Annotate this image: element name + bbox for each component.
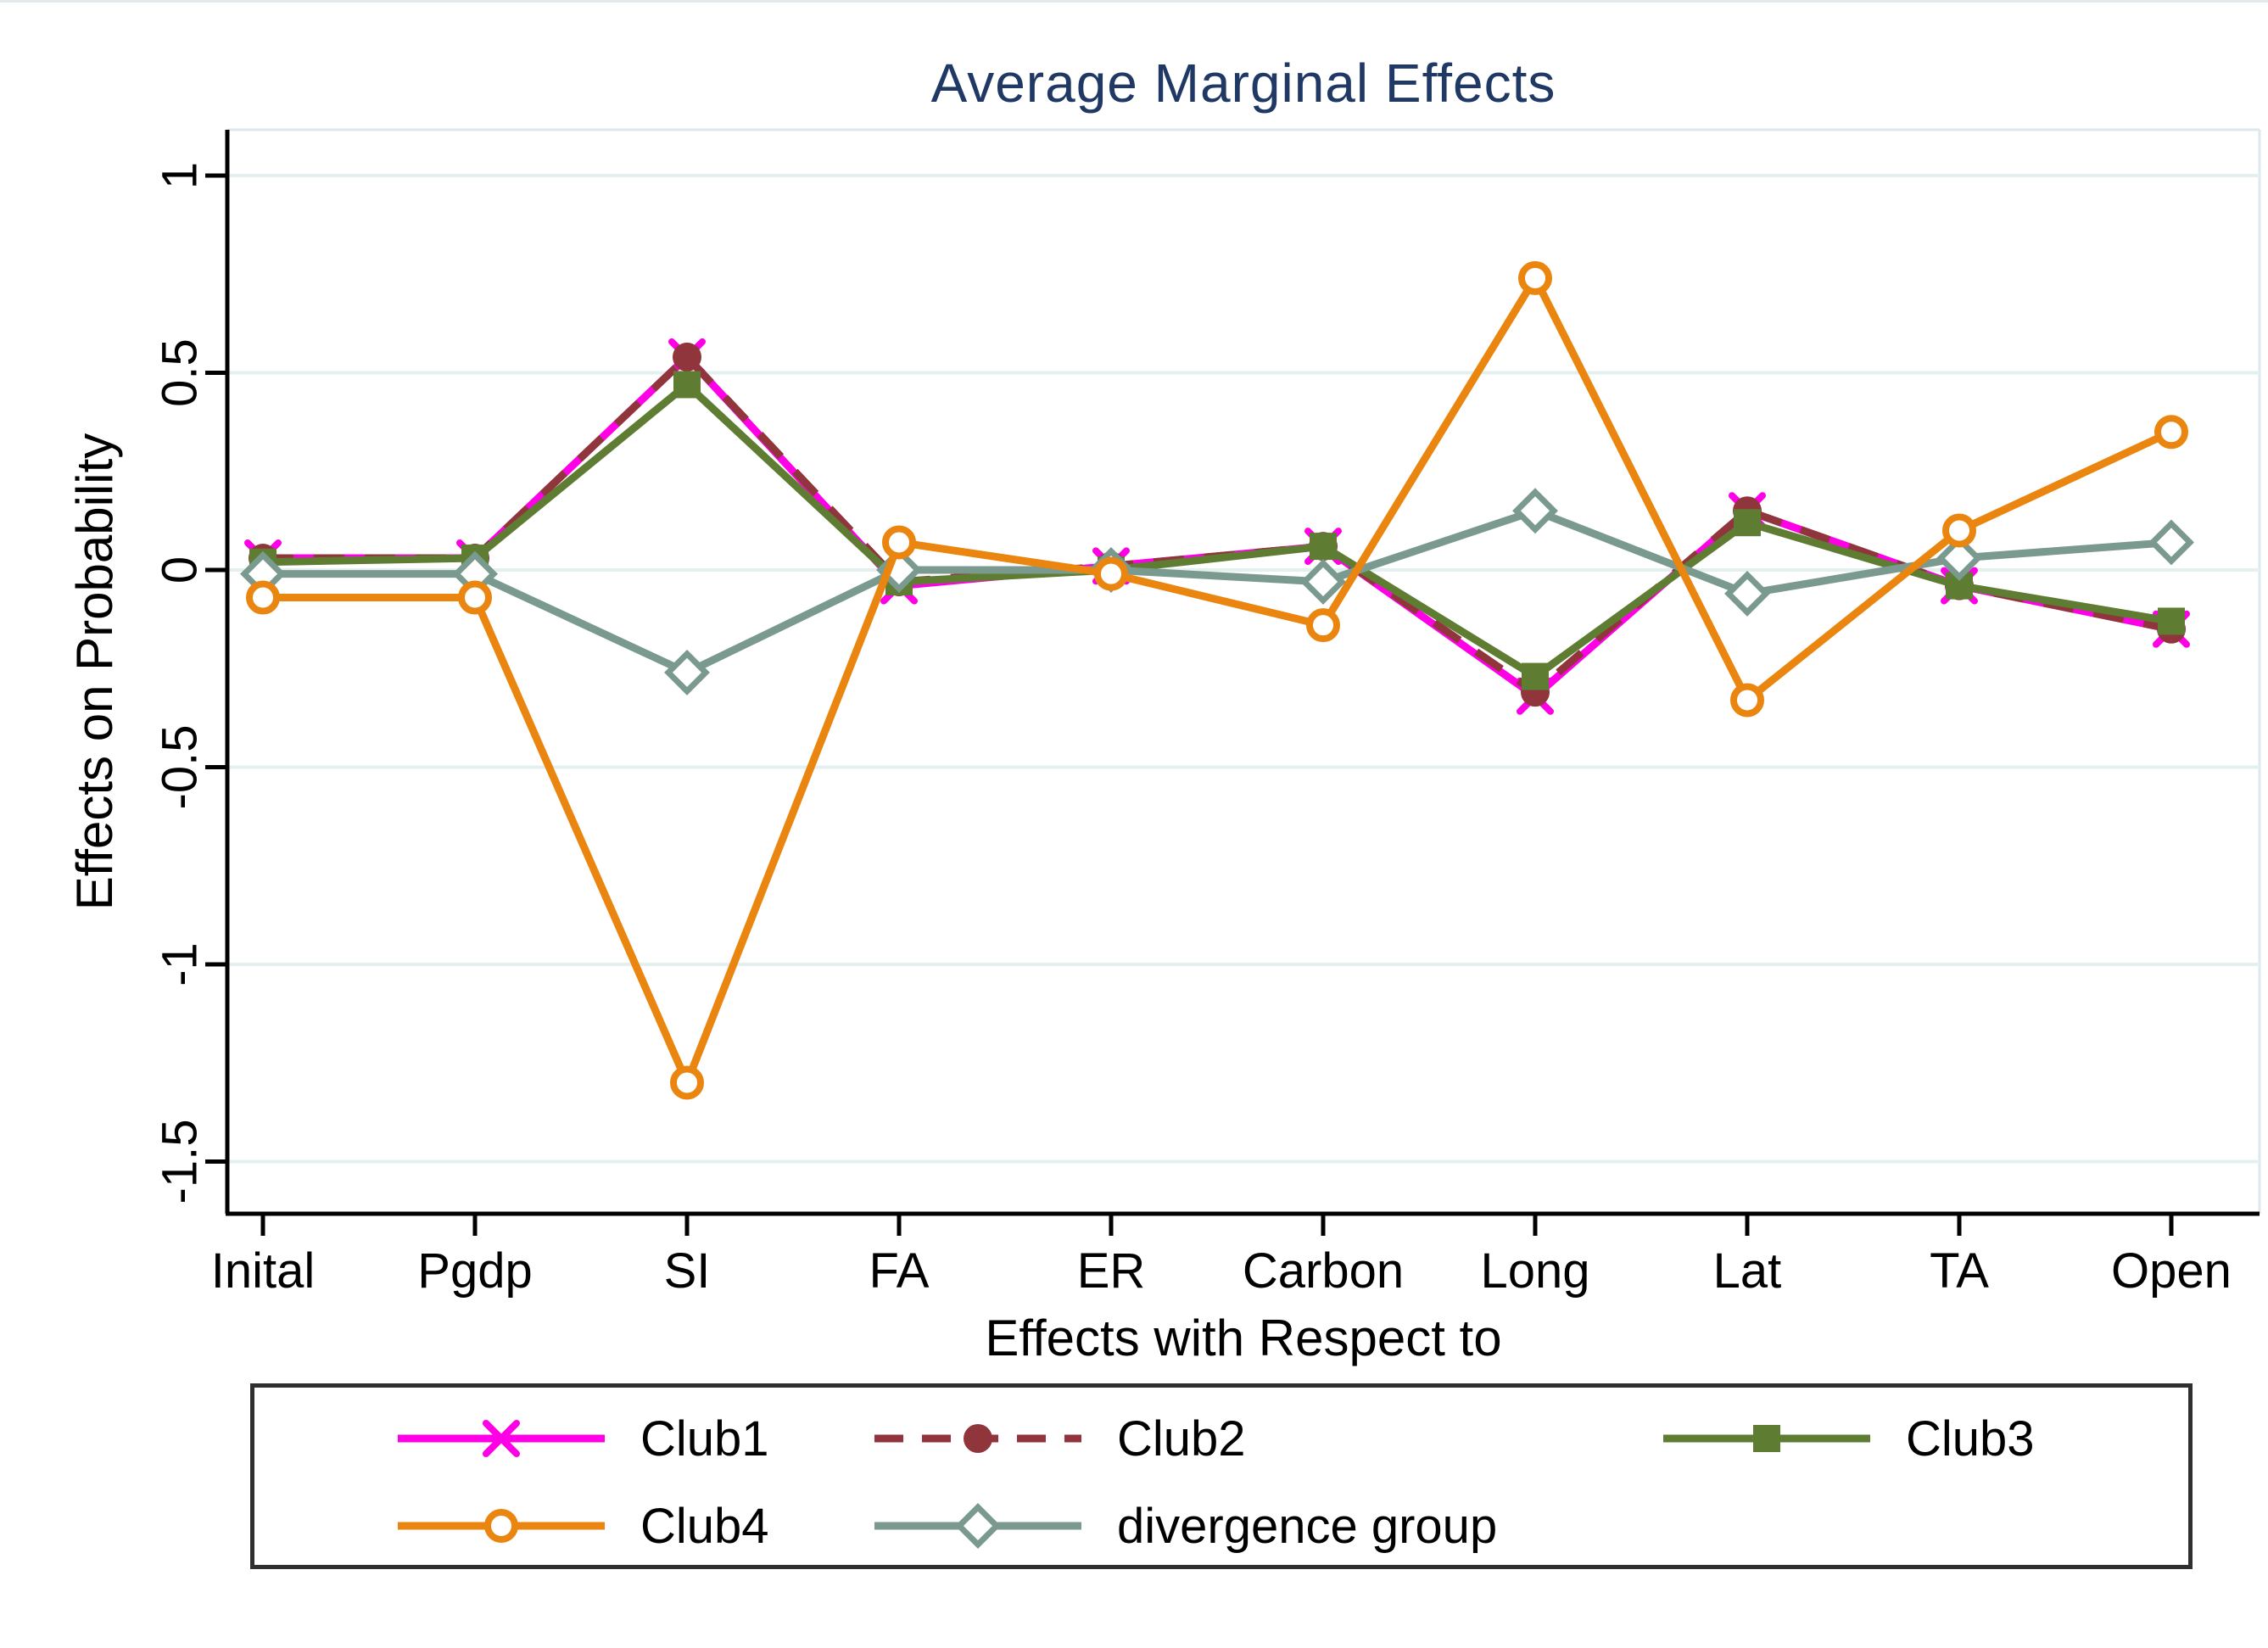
series-club2: [249, 342, 2186, 707]
x-tick-label: Carbon: [1243, 1243, 1404, 1299]
series-line: [262, 380, 2172, 681]
square-marker: [1734, 509, 1761, 537]
y-axis-title: Effects on Probability: [66, 433, 123, 911]
diamond-marker: [664, 649, 710, 696]
gridlines: [227, 174, 2260, 1164]
chart-title: Average Marginal Effects: [930, 53, 1556, 114]
diamond-marker: [1300, 559, 1346, 605]
diamond-marker: [1512, 488, 1558, 534]
square-marker: [2158, 607, 2185, 635]
y-tick-label: -0.5: [153, 725, 208, 810]
y-tick-label: -1: [153, 942, 208, 986]
diamond-marker: [955, 1503, 1001, 1549]
square-marker: [1753, 1425, 1780, 1452]
open-circle-marker: [1942, 513, 1976, 548]
open-circle-marker: [484, 1509, 518, 1543]
legend-key-club2: [874, 1424, 1081, 1453]
y-tick-label: 0.5: [153, 338, 208, 407]
y-tick-label: 0: [153, 556, 208, 584]
open-circle-marker: [1306, 608, 1340, 643]
legend-key-club1: [398, 1420, 605, 1457]
y-tick-label: 1: [153, 162, 208, 189]
legend-label: Club3: [1906, 1411, 2035, 1466]
open-circle-marker: [2154, 415, 2188, 450]
legend-item-club4: Club4: [394, 1495, 769, 1556]
x-tick-label: TA: [1930, 1243, 1989, 1299]
open-circle-marker: [458, 580, 492, 615]
series-club3: [249, 371, 2185, 690]
open-circle-marker: [246, 580, 280, 615]
square-marker: [1522, 662, 1549, 690]
legend-label: Club1: [640, 1411, 769, 1466]
diamond-marker: [1936, 535, 1982, 581]
x-tick-label: Inital: [211, 1243, 316, 1299]
series-line: [263, 353, 2172, 701]
diamond-marker: [1724, 570, 1770, 617]
legend-label: divergence group: [1117, 1498, 1498, 1554]
open-circle-marker: [882, 525, 916, 560]
x-tick-label: ER: [1077, 1243, 1146, 1299]
series-divergence-group: [240, 488, 2194, 696]
open-circle-marker: [1094, 556, 1128, 591]
legend: Club1 Club2 Club3 Club4 divergence group: [250, 1383, 2193, 1569]
diamond-marker: [2148, 519, 2194, 566]
series-line: [263, 506, 2172, 677]
legend-key-club3: [1663, 1425, 1870, 1452]
legend-label: Club4: [640, 1498, 769, 1554]
x-marker: [483, 1420, 520, 1457]
legend-label: Club2: [1117, 1411, 1246, 1466]
circle-marker: [964, 1424, 992, 1453]
square-marker: [673, 371, 701, 399]
open-circle-marker: [670, 1065, 704, 1100]
x-tick-label: SI: [664, 1243, 711, 1299]
legend-key-club4: [398, 1509, 605, 1543]
series-line: [263, 353, 2172, 696]
x-tick-label: Long: [1480, 1243, 1589, 1299]
legend-item-club1: Club1: [394, 1408, 769, 1469]
series-club1: [244, 338, 2190, 715]
x-tick-label: Lat: [1713, 1243, 1782, 1299]
x-tick-label: Pgdp: [417, 1243, 532, 1299]
x-tick-label: FA: [869, 1243, 930, 1299]
x-axis-title: Effects with Respect to: [985, 1310, 1502, 1366]
open-circle-marker: [1730, 683, 1764, 718]
open-circle-marker: [1518, 260, 1552, 295]
x-tick-label: Open: [2111, 1243, 2232, 1299]
series-club4: [246, 260, 2188, 1100]
legend-item-club3: Club3: [1660, 1408, 2035, 1469]
circle-marker: [673, 342, 701, 371]
plot-border: [227, 128, 2261, 1214]
legend-item-club2: Club2: [871, 1408, 1246, 1469]
series-line: [263, 274, 2173, 1087]
legend-item-divergence-group: divergence group: [871, 1495, 1497, 1556]
square-marker: [1310, 533, 1337, 561]
legend-key-divergence-group: [874, 1503, 1081, 1549]
y-tick-label: -1.5: [153, 1120, 208, 1204]
